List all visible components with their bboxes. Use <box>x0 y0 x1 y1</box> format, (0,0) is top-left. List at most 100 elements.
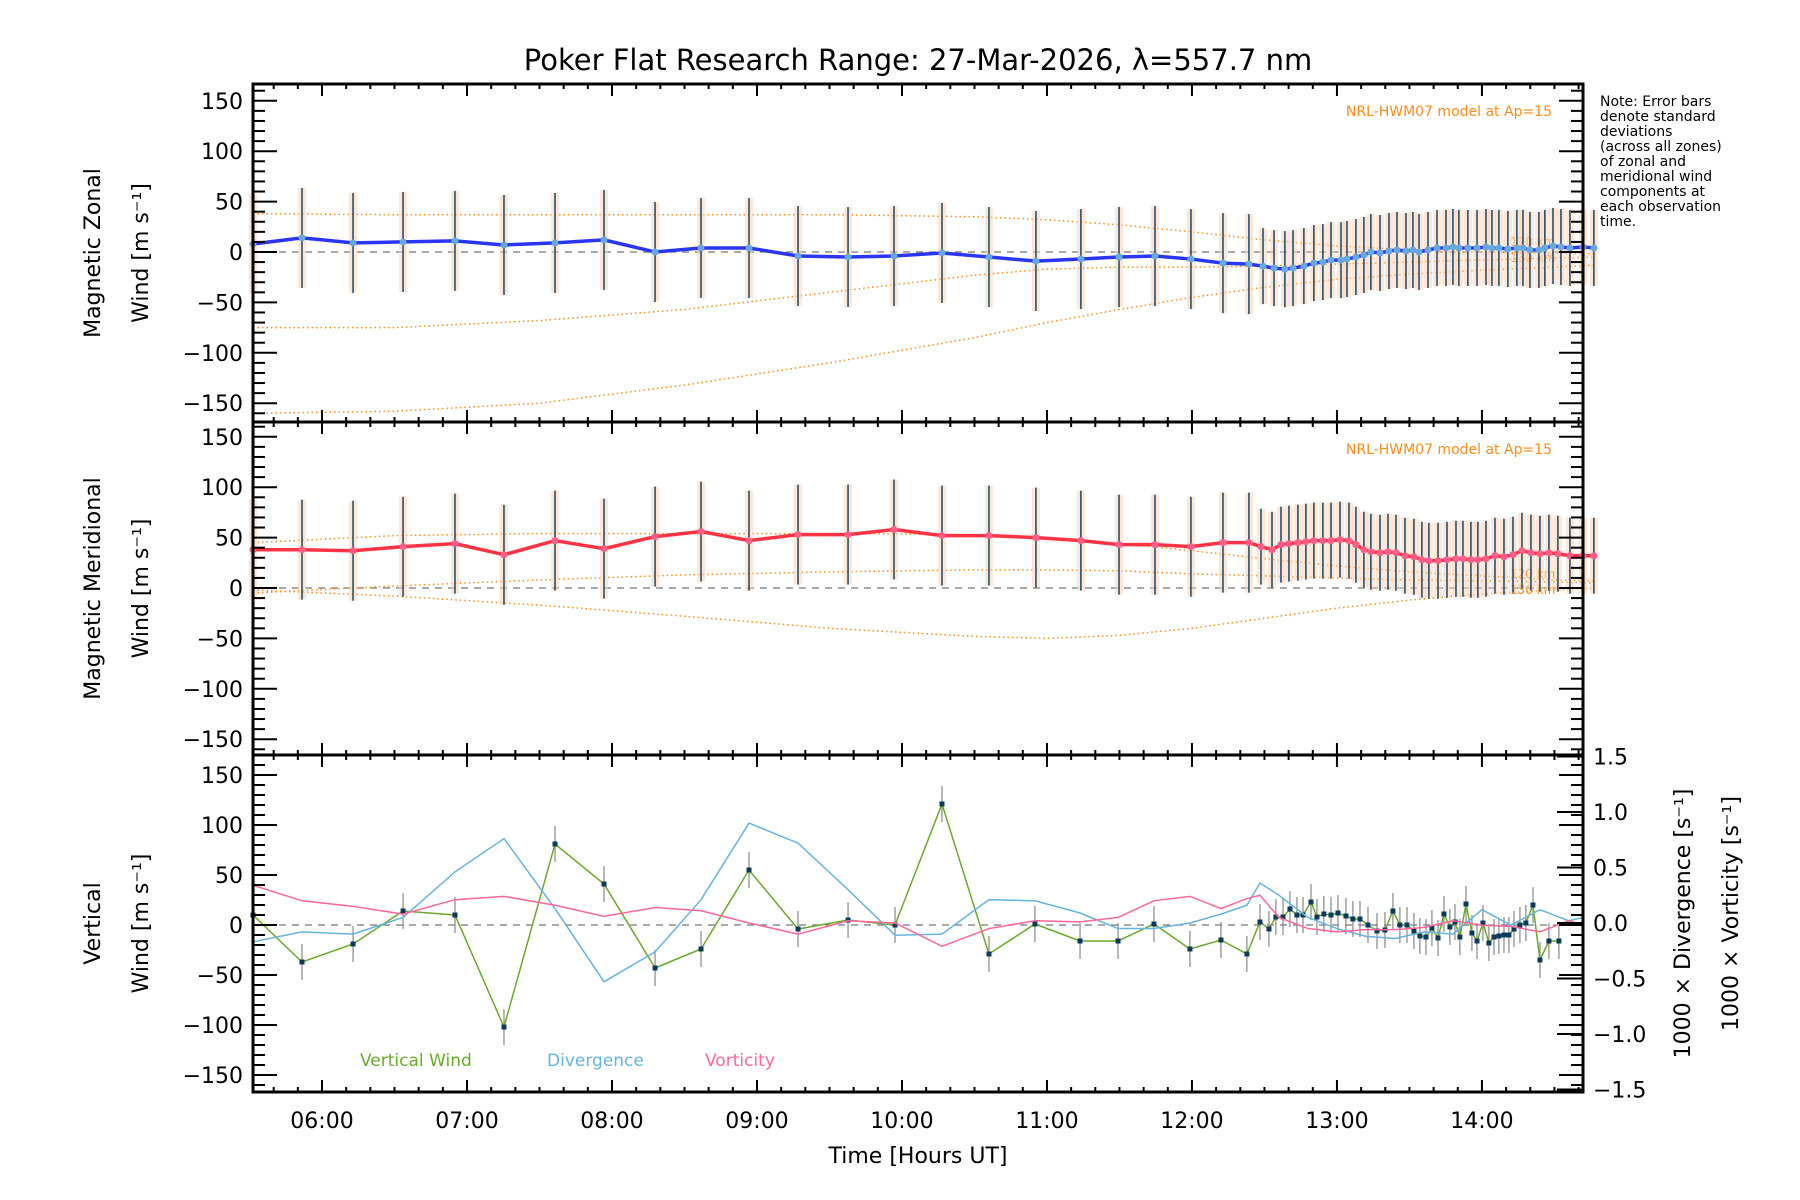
data-point <box>1549 242 1557 250</box>
data-point <box>399 543 407 551</box>
data-point <box>1374 928 1380 934</box>
data-point <box>1541 244 1549 252</box>
data-point <box>1115 938 1121 944</box>
data-point <box>795 926 801 932</box>
data-point <box>1404 922 1410 928</box>
data-point <box>1352 253 1360 261</box>
data-point <box>1409 246 1417 254</box>
data-point <box>1219 539 1227 547</box>
data-point <box>1397 922 1403 928</box>
data-point <box>1327 256 1335 264</box>
data-point <box>1464 244 1472 252</box>
data-point <box>986 951 992 957</box>
data-point <box>985 253 993 261</box>
data-point <box>1518 547 1526 555</box>
data-point <box>1480 920 1486 926</box>
data-point <box>1245 539 1253 547</box>
data-point <box>1300 262 1308 270</box>
series-line-vertical-wind <box>252 801 1559 1030</box>
data-point <box>1266 926 1272 932</box>
y-tick-label: 0 <box>229 241 243 266</box>
data-point <box>1321 911 1327 917</box>
y-tick-label: 100 <box>201 814 243 839</box>
data-point <box>1385 247 1393 255</box>
y-axis-label: Wind [m s⁻¹] <box>129 183 154 323</box>
data-point <box>1500 553 1508 561</box>
data-point <box>1300 912 1306 918</box>
data-point <box>697 528 705 536</box>
note-line: deviations <box>1600 124 1672 140</box>
data-point <box>1474 556 1482 564</box>
y-tick-label: 150 <box>201 426 243 451</box>
legend-vorticity: Vorticity <box>705 1051 775 1071</box>
data-point <box>1367 548 1375 556</box>
y-axis-label: Magnetic Meridional <box>81 477 106 699</box>
x-tick-label: 08:00 <box>580 1109 643 1134</box>
data-point <box>1365 922 1371 928</box>
data-point <box>1270 264 1278 272</box>
data-point <box>745 244 753 252</box>
data-point <box>1289 264 1297 272</box>
note-line: denote standard <box>1600 109 1716 125</box>
data-point <box>794 252 802 260</box>
chart-title: Poker Flat Research Range: 27-Mar-2026, … <box>524 43 1312 77</box>
data-point <box>1218 937 1224 943</box>
data-point <box>1268 546 1276 554</box>
data-point <box>890 526 898 534</box>
data-point <box>1384 548 1392 556</box>
data-point <box>298 546 306 554</box>
data-point <box>1467 556 1475 564</box>
data-point <box>1336 536 1344 544</box>
x-axis: 06:00 07:00 08:00 09:00 10:00 11:00 12:00 13:00… <box>290 1109 1513 1134</box>
y-tick-label: 50 <box>215 191 243 216</box>
data-point <box>1310 537 1318 545</box>
data-point <box>1327 537 1335 545</box>
data-point <box>1545 549 1553 557</box>
data-point <box>1151 921 1157 927</box>
data-point <box>600 236 608 244</box>
y-tick-label: 100 <box>201 140 243 165</box>
data-point <box>1449 243 1457 251</box>
y2-axis-label-vorticity: 1000 × Vorticity [s⁻¹] <box>1719 796 1744 1031</box>
y2-tick-label: 0.0 <box>1593 912 1628 937</box>
data-point <box>1469 930 1475 936</box>
y-axis-label: Magnetic Zonal <box>81 168 106 338</box>
data-point <box>652 965 658 971</box>
data-point <box>1488 244 1496 252</box>
panel-vertical-wind: 150 100 50 0 −50 −100 −150 Vertical Wind [m s⁻¹]… <box>81 746 1744 1104</box>
y-tick-label: 50 <box>215 864 243 889</box>
y-tick-label: −150 <box>183 728 243 753</box>
x-tick-label: 06:00 <box>290 1109 353 1134</box>
data-point <box>1566 244 1574 252</box>
data-point <box>1357 916 1363 922</box>
model-curve <box>252 587 1594 640</box>
data-point <box>1376 249 1384 257</box>
data-point <box>399 238 407 246</box>
data-point <box>451 237 459 245</box>
legend-divergence: Divergence <box>547 1051 644 1071</box>
note-line: time. <box>1600 214 1636 230</box>
data-point <box>1402 247 1410 255</box>
data-point <box>1509 551 1517 559</box>
y2-tick-label: −1.5 <box>1593 1079 1646 1104</box>
y-tick-label: 150 <box>201 90 243 115</box>
data-point <box>1435 935 1441 941</box>
data-point <box>501 1024 507 1030</box>
data-point <box>1257 543 1265 551</box>
data-point <box>451 540 459 548</box>
data-point <box>985 532 993 540</box>
data-point <box>500 551 508 559</box>
x-tick-label: 13:00 <box>1305 1109 1368 1134</box>
data-point <box>452 912 458 918</box>
data-point <box>1360 546 1368 554</box>
data-point <box>1501 932 1507 938</box>
x-tick-label: 10:00 <box>870 1109 933 1134</box>
panel-meridional-wind: NRL-HWM07 model at Ap=15120 km130 km1501… <box>81 420 1598 757</box>
y-tick-label: −50 <box>197 964 243 989</box>
data-point <box>1433 244 1441 252</box>
y-tick-label: −100 <box>183 678 243 703</box>
data-point <box>1343 255 1351 263</box>
data-point <box>1151 252 1159 260</box>
data-point <box>1511 926 1517 932</box>
y-tick-label: −150 <box>183 392 243 417</box>
